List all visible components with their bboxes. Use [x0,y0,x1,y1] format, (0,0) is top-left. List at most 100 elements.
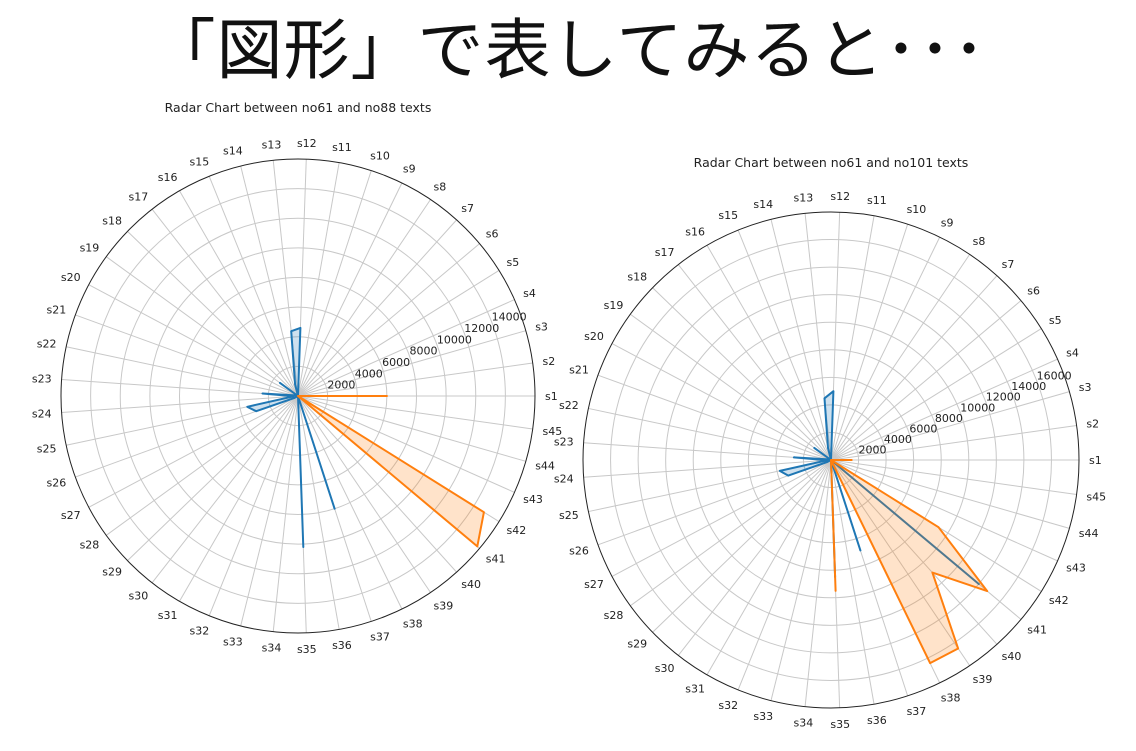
right-category-label: s22 [559,399,579,412]
right-category-label: s18 [627,271,647,284]
left-series-1-point [290,330,293,332]
left-series-1-point [333,507,336,510]
right-category-label: s26 [569,544,589,557]
right-grid-spoke [597,374,832,461]
left-category-label: s3 [535,320,548,333]
right-category-label: s43 [1066,561,1086,574]
left-category-label: s34 [262,642,282,655]
right-grid-spoke [830,459,971,666]
right-category-label: s39 [973,673,993,686]
left-grid-spoke [151,208,299,397]
left-radial-tick-label: 2000 [327,379,355,392]
right-grid [583,212,1079,708]
right-series-1-point [826,459,828,462]
left-grid-spoke [208,395,299,616]
left-category-label: s39 [433,600,453,613]
left-series-1-point [255,410,257,413]
right-grid-spoke [830,275,998,461]
left-radial-tick-label: 14000 [492,311,527,324]
right-category-label: s14 [753,198,773,211]
left-grid-spoke [61,378,299,397]
right-series-2-point [834,590,837,592]
right-series-1-point [787,474,790,477]
right-series-2-point [931,571,934,574]
left-category-label: s35 [297,643,317,656]
right-category-label: s5 [1049,314,1062,327]
right-radial-tick-label: 4000 [884,433,912,446]
right-grid-spoke [830,391,1070,461]
right-grid-spoke [830,254,971,461]
left-category-label: s10 [370,149,390,162]
left-series-1-point [261,392,264,395]
left-series-1-point [279,382,281,384]
left-category-label: s12 [297,137,317,150]
left-grid-spoke [297,330,526,397]
left-category-label: s37 [370,631,390,644]
right-polar-frame [582,211,1080,709]
left-grid-spoke [208,176,299,397]
left-polar-frame [60,158,536,634]
left-grid-spoke [297,170,372,397]
right-category-label: s25 [559,509,579,522]
right-grid-spoke [830,459,1070,529]
left-category-label: s5 [507,256,520,269]
left-grid-spoke [297,395,515,493]
left-radial-tick-label: 6000 [382,356,410,369]
left-category-label: s25 [37,443,57,456]
left-grid-spoke [75,314,299,397]
right-radial-tick-label: 6000 [909,422,937,435]
right-grid-spoke [583,459,832,478]
right-category-label: s21 [569,364,589,377]
right-radial-tick-label: 8000 [935,412,963,425]
left-grid-spoke [297,362,533,397]
right-grid-spoke [830,328,1042,461]
left-category-label: s18 [102,214,122,227]
right-category-label: s15 [718,209,738,222]
right-category-label: s2 [1086,417,1099,430]
right-category-label: s8 [973,235,986,248]
right-category-label: s16 [685,225,705,238]
left-grid-spoke [127,231,299,397]
left-category-label: s21 [47,303,67,316]
left-grid-spoke [88,284,299,397]
right-grid-spoke [737,459,832,691]
right-series-1-point [823,397,826,400]
right-grid-spoke [830,459,1058,562]
right-category-label: s13 [794,191,814,204]
right-category-label: s35 [830,718,850,731]
right-series-1-point [779,470,781,472]
left-radial-tick-label: 12000 [464,322,499,335]
right-category-label: s11 [867,194,887,207]
left-chart-title: Radar Chart between no61 and no88 texts [165,100,432,115]
left-category-label: s4 [523,287,536,300]
right-series-1-point [813,447,816,449]
left-grid [61,159,535,633]
right-grid-spoke [830,223,909,461]
right-category-label: s45 [1086,491,1106,504]
right-category-label: s4 [1066,347,1079,360]
right-category-label: s1 [1089,454,1102,467]
right-category-label: s32 [718,699,738,712]
right-series-2-point [929,662,931,664]
right-series-1-point [859,549,862,552]
right-category-label: s7 [1002,258,1015,271]
left-category-label: s22 [37,337,57,350]
left-grid-spoke [297,395,526,462]
left-category-label: s32 [189,625,209,638]
left-radial-tick-label: 8000 [409,345,437,358]
left-category-label: s31 [158,609,178,622]
right-series-2-point [850,459,853,461]
right-category-label: s23 [554,436,574,449]
right-radial-tick-label: 14000 [1011,380,1046,393]
left-category-label: s23 [32,372,52,385]
left-category-label: s28 [80,539,100,552]
right-grid-spoke [630,313,832,461]
right-series-2-point [986,590,988,592]
right-series-1-point [832,390,835,392]
left-category-label: s27 [61,509,81,522]
right-series-1-point [978,583,980,585]
left-category-label: s17 [129,191,149,204]
left-grid-spoke [240,165,299,397]
right-category-label: s44 [1079,527,1099,540]
left-category-label: s43 [523,493,543,506]
